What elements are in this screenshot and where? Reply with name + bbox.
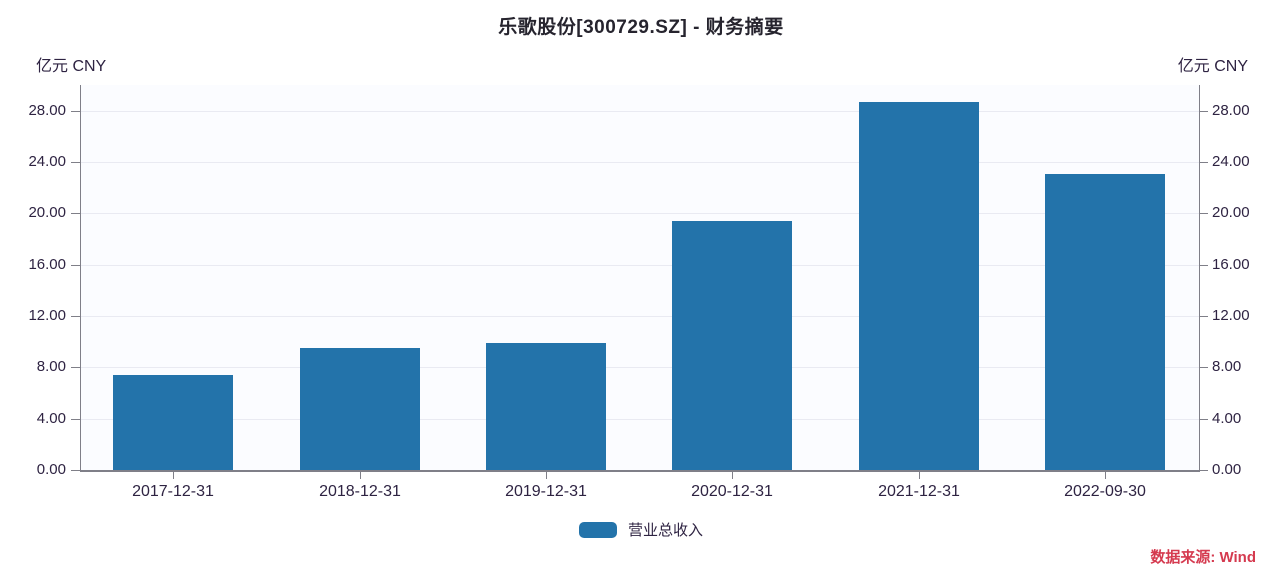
legend: 营业总收入 bbox=[0, 519, 1282, 540]
plot-area bbox=[80, 85, 1200, 472]
gridline bbox=[81, 316, 1199, 317]
y-axis-tick-left bbox=[71, 264, 80, 266]
x-axis-tick bbox=[919, 472, 920, 479]
y-axis-label-left: 16.00 bbox=[28, 255, 66, 273]
y-axis-tick-left bbox=[71, 367, 80, 369]
bar-2017-12-31 bbox=[113, 375, 233, 470]
y-axis-tick-right bbox=[1199, 264, 1208, 266]
legend-swatch-revenue bbox=[578, 521, 617, 538]
gridline bbox=[81, 264, 1199, 266]
y-axis-label-left: 12.00 bbox=[28, 307, 66, 324]
y-axis-tick-right bbox=[1199, 367, 1208, 369]
y-axis-unit-left: 亿元 CNY bbox=[36, 58, 107, 75]
x-axis-label: 2021-12-31 bbox=[878, 483, 960, 500]
x-axis-label: 2022-09-30 bbox=[1064, 483, 1146, 500]
x-axis-label: 2019-12-31 bbox=[505, 483, 587, 500]
bar-2022-09-30 bbox=[1045, 174, 1165, 470]
y-axis-label-left: 0.00 bbox=[36, 461, 66, 478]
legend-label-revenue: 营业总收入 bbox=[627, 522, 703, 539]
x-axis-tick bbox=[360, 472, 361, 479]
x-axis-label: 2017-12-31 bbox=[132, 483, 214, 500]
y-axis-tick-left bbox=[71, 162, 80, 163]
x-axis-label: 2018-12-31 bbox=[319, 483, 401, 500]
y-axis-label-left: 28.00 bbox=[28, 101, 66, 119]
y-axis-tick-right bbox=[1199, 110, 1208, 112]
y-axis-tick-right bbox=[1199, 470, 1208, 471]
y-axis-tick-right bbox=[1199, 316, 1208, 317]
y-axis-label-right: 28.00 bbox=[1212, 101, 1250, 119]
y-axis-tick-left bbox=[71, 110, 80, 112]
y-axis-label-left: 4.00 bbox=[36, 409, 66, 427]
y-axis-tick-right bbox=[1199, 418, 1208, 420]
bar-2019-12-31 bbox=[486, 343, 606, 470]
y-axis-tick-right bbox=[1199, 213, 1208, 215]
x-axis-tick bbox=[173, 472, 174, 479]
y-axis-tick-left bbox=[71, 470, 80, 471]
bar-2018-12-31 bbox=[300, 348, 420, 470]
y-axis-tick-left bbox=[71, 213, 80, 215]
gridline bbox=[81, 367, 1199, 369]
y-axis-label-right: 24.00 bbox=[1212, 153, 1250, 170]
x-axis-label: 2020-12-31 bbox=[691, 483, 773, 500]
y-axis-tick-right bbox=[1199, 162, 1208, 163]
y-axis-tick-left bbox=[71, 316, 80, 317]
gridline bbox=[81, 418, 1199, 420]
data-source-note: 数据来源: Wind bbox=[1150, 549, 1256, 566]
y-axis-tick-left bbox=[71, 418, 80, 420]
y-axis-label-left: 24.00 bbox=[28, 153, 66, 170]
x-axis-tick bbox=[732, 472, 733, 479]
gridline bbox=[81, 162, 1199, 163]
y-axis-label-right: 4.00 bbox=[1212, 409, 1242, 427]
y-axis-label-right: 0.00 bbox=[1212, 461, 1242, 478]
bar-2020-12-31 bbox=[672, 221, 792, 470]
x-axis-tick bbox=[1105, 472, 1106, 479]
gridline bbox=[81, 213, 1199, 215]
bar-2021-12-31 bbox=[859, 102, 979, 470]
y-axis-unit-right: 亿元 CNY bbox=[1177, 58, 1248, 75]
y-axis-label-left: 8.00 bbox=[36, 358, 66, 376]
y-axis-label-left: 20.00 bbox=[28, 204, 66, 222]
y-axis-label-right: 20.00 bbox=[1212, 204, 1250, 222]
x-axis-tick bbox=[546, 472, 547, 479]
chart-title: 乐歌股份[300729.SZ] - 财务摘要 bbox=[498, 17, 784, 38]
gridline bbox=[81, 110, 1199, 112]
y-axis-label-right: 8.00 bbox=[1212, 358, 1242, 376]
y-axis-label-right: 16.00 bbox=[1212, 255, 1250, 273]
y-axis-label-right: 12.00 bbox=[1212, 307, 1250, 324]
